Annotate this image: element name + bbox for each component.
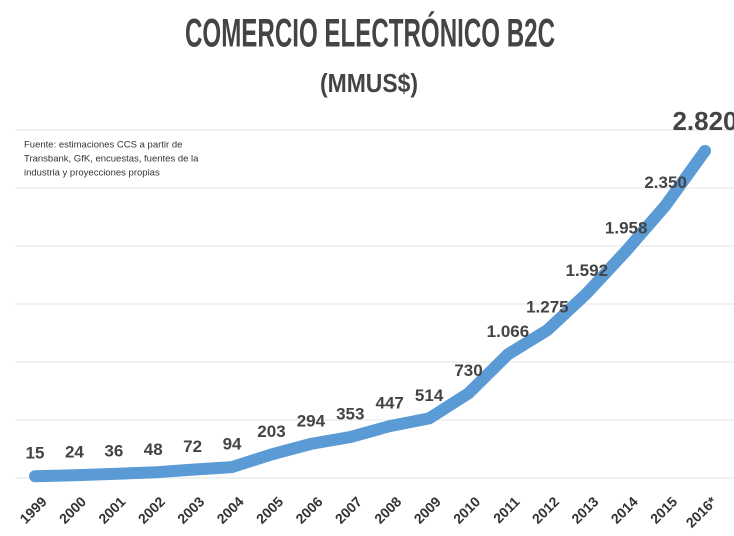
data-label: 36: [104, 441, 123, 460]
chart-subtitle: (MMUS$): [320, 68, 418, 98]
x-tick-label: 1999: [16, 493, 49, 526]
data-label: 2.350: [644, 173, 687, 192]
data-label: 1.592: [565, 261, 608, 280]
data-label: 1.275: [526, 298, 569, 317]
note: Fuente: estimaciones CCS a partir de Tran…: [24, 140, 199, 179]
x-tick-label: 2016*: [683, 493, 721, 531]
note-line: industria y proyecciones propias: [24, 168, 160, 179]
data-label: 1.066: [487, 322, 530, 341]
line: [29, 144, 711, 483]
x-tick-label: 2015: [647, 493, 680, 526]
x-tick-label: 2008: [371, 493, 404, 526]
x-tick-label: 2006: [292, 493, 325, 526]
note-line: Fuente: estimaciones CCS a partir de: [24, 140, 182, 151]
x-tick-label: 2001: [95, 493, 128, 526]
x-tick-label: 2010: [450, 493, 483, 526]
data-label: 514: [415, 386, 444, 405]
x-tick-label: 2007: [332, 493, 365, 526]
x-tick-label: 2013: [568, 493, 601, 526]
data-label: 353: [336, 405, 364, 424]
data-label: 48: [144, 440, 163, 459]
data-label: 2.820: [672, 106, 734, 136]
x-tick-label: 2005: [253, 493, 286, 526]
x-tick-label: 2009: [411, 493, 444, 526]
data-label: 94: [223, 435, 242, 454]
data-label: 294: [297, 411, 326, 430]
x-tick-label: 2012: [529, 493, 562, 526]
data-label: 447: [376, 394, 404, 413]
data-label: 203: [257, 422, 285, 441]
x-tick-label: 2004: [213, 493, 246, 526]
x-tick-label: 2000: [56, 493, 89, 526]
data-label: 24: [65, 443, 84, 462]
x-tick-label: 2003: [174, 493, 207, 526]
chart-title: COMERCIO ELECTRÓNICO B2C: [185, 10, 555, 56]
data-label: 1.958: [605, 218, 648, 237]
data-label: 72: [183, 437, 202, 456]
data-label: 730: [454, 361, 482, 380]
data-label: 15: [26, 444, 45, 463]
x-tick-label: 2014: [608, 493, 641, 526]
x-tick-label: 2002: [135, 493, 168, 526]
note-line: Transbank, GfK, encuestas, fuentes de la: [24, 154, 199, 165]
x-tick-label: 2011: [490, 493, 523, 526]
